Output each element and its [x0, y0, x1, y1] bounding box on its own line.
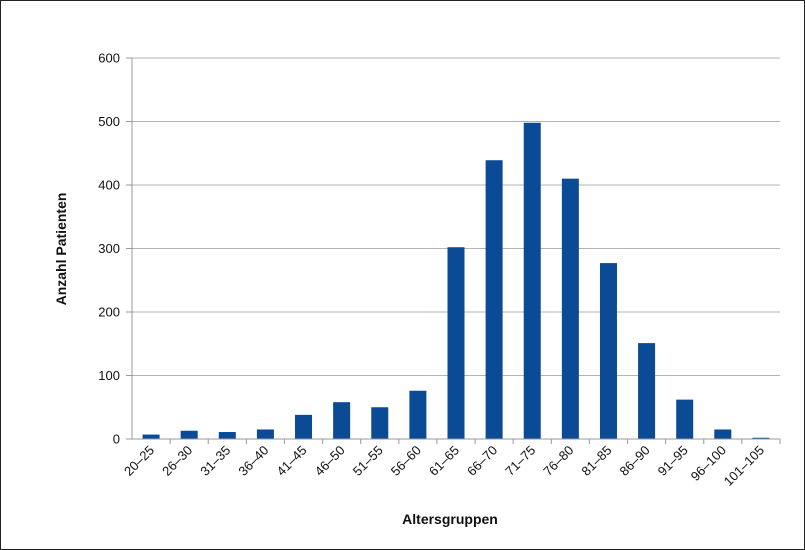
gridlines — [132, 57, 780, 376]
bar — [218, 432, 236, 439]
y-tick-label: 200 — [98, 305, 120, 320]
x-tick-label: 81–85 — [578, 443, 614, 479]
x-tick-label: 61–65 — [426, 443, 462, 479]
x-tick-label: 86–90 — [617, 443, 653, 479]
y-tick-label: 100 — [98, 368, 120, 383]
y-tick-label: 600 — [98, 51, 120, 66]
bar — [295, 414, 313, 439]
bar — [409, 390, 427, 439]
bars — [142, 122, 770, 440]
y-tick-labels: 0 100 200 300 400 500 600 — [98, 51, 120, 447]
y-tick-label: 0 — [113, 432, 120, 447]
bar — [333, 402, 351, 439]
x-tick-label: 46–50 — [312, 443, 348, 479]
bar — [676, 399, 694, 439]
y-axis-title: Anzahl Patienten — [53, 193, 69, 306]
x-tick-label: 36–40 — [235, 443, 271, 479]
y-tick-label: 300 — [98, 241, 120, 256]
y-tick-label: 500 — [98, 114, 120, 129]
x-tick-label: 76–80 — [540, 443, 576, 479]
x-tick-label: 101–105 — [721, 443, 767, 489]
x-tick-label: 31–35 — [197, 443, 233, 479]
bar — [371, 407, 389, 439]
x-tick-label: 91–95 — [655, 443, 691, 479]
x-tick-label: 56–60 — [388, 443, 424, 479]
bar — [599, 263, 617, 439]
x-tick-label: 51–55 — [350, 443, 386, 479]
x-axis-title: Altersgruppen — [402, 511, 498, 527]
x-tick-label: 71–75 — [502, 443, 538, 479]
bar — [142, 434, 160, 439]
bar — [638, 343, 656, 439]
bar — [714, 429, 732, 439]
bar — [561, 178, 579, 439]
bar — [447, 247, 465, 439]
y-tick-label: 400 — [98, 178, 120, 193]
bar — [523, 122, 541, 440]
x-tick-label: 20–25 — [121, 443, 157, 479]
axes — [126, 57, 781, 444]
bar — [752, 437, 770, 439]
x-tick-label: 41–45 — [273, 443, 309, 479]
bar — [256, 429, 274, 439]
x-tick-label: 66–70 — [464, 443, 500, 479]
bar — [180, 430, 198, 439]
x-tick-label: 26–30 — [159, 443, 195, 479]
bar — [485, 160, 503, 440]
x-tick-labels: 20–25 26–30 31–35 36–40 41–45 46–50 51–55 56–60… — [121, 443, 767, 489]
